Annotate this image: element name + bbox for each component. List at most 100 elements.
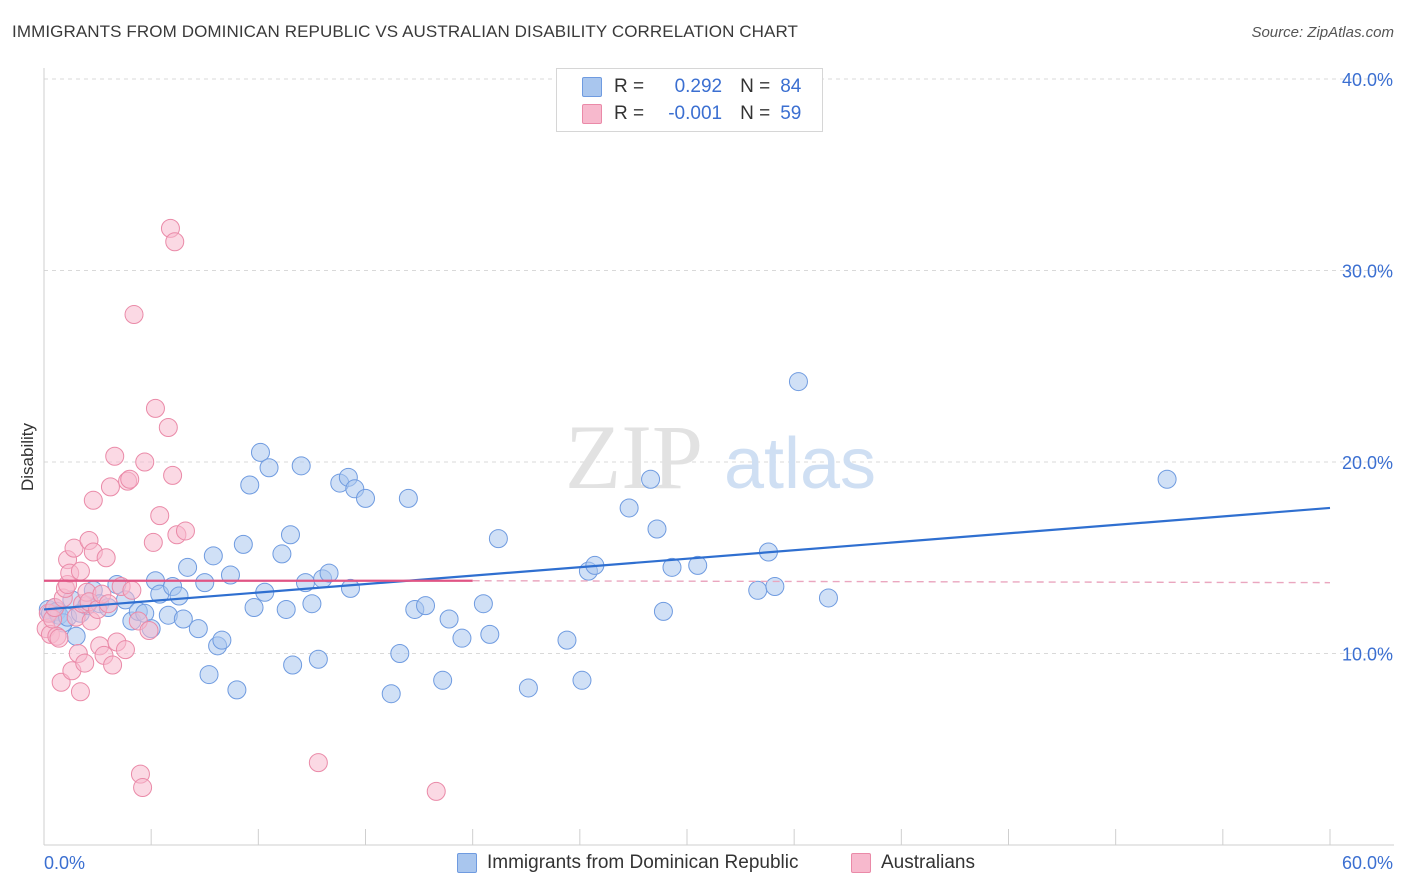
point-immigrants: [433, 670, 453, 690]
point-immigrants: [619, 498, 639, 518]
point-australians: [103, 655, 123, 675]
point-immigrants: [518, 678, 538, 698]
y-tick-label: 30.0%: [1342, 262, 1393, 282]
y-tick-label: 20.0%: [1342, 453, 1393, 473]
n-value: 59: [780, 103, 802, 124]
point-australians: [145, 398, 165, 418]
point-immigrants: [291, 456, 311, 476]
point-australians: [139, 621, 159, 641]
trend-lines: [43, 506, 1331, 611]
point-immigrants: [240, 475, 260, 495]
point-immigrants: [662, 557, 682, 577]
point-immigrants: [173, 609, 193, 629]
point-immigrants: [233, 534, 253, 554]
point-immigrants: [452, 628, 472, 648]
point-immigrants: [818, 588, 838, 608]
x-tick-label: 60.0%: [1342, 853, 1393, 873]
point-australians: [120, 469, 140, 489]
point-australians: [143, 532, 163, 552]
series-legend: Immigrants from Dominican Republic Austr…: [0, 852, 1406, 878]
chart-title: IMMIGRANTS FROM DOMINICAN REPUBLIC VS AU…: [12, 22, 799, 41]
point-australians: [163, 465, 183, 485]
point-immigrants: [340, 578, 360, 598]
y-tick-label: 40.0%: [1342, 70, 1393, 90]
legend-item-immigrants[interactable]: Immigrants from Dominican Republic: [457, 852, 799, 874]
point-immigrants: [169, 586, 189, 606]
point-immigrants: [212, 630, 232, 650]
legend-label: Immigrants from Dominican Republic: [487, 852, 799, 873]
point-immigrants: [1157, 469, 1177, 489]
point-immigrants: [416, 596, 436, 616]
trend-line-australians-extension: [472, 580, 1331, 584]
point-immigrants: [283, 655, 303, 675]
point-australians: [70, 682, 90, 702]
point-immigrants: [66, 626, 86, 646]
point-immigrants: [280, 525, 300, 545]
watermark-atlas: atlas: [724, 424, 876, 504]
point-australians: [175, 521, 195, 541]
point-australians: [158, 418, 178, 438]
point-immigrants: [203, 546, 223, 566]
point-immigrants: [398, 488, 418, 508]
point-immigrants: [259, 458, 279, 478]
point-australians: [75, 653, 95, 673]
n-label: N =: [740, 103, 771, 124]
point-immigrants: [390, 644, 410, 663]
point-australians: [115, 640, 135, 660]
stats-row-immigrants: R = 0.292 N = 84: [557, 74, 801, 100]
point-immigrants: [244, 598, 264, 618]
point-immigrants: [557, 630, 577, 650]
point-immigrants: [647, 519, 667, 539]
point-australians: [165, 232, 185, 252]
point-immigrants: [653, 601, 673, 621]
legend-swatch-pink: [851, 853, 871, 873]
point-immigrants: [641, 469, 661, 489]
x-tick-label: 0.0%: [44, 853, 85, 873]
r-value: -0.001: [668, 103, 723, 124]
grid-lines: [44, 78, 1394, 654]
point-immigrants: [788, 372, 808, 392]
stats-swatch-blue: [582, 77, 602, 97]
stats-swatch-pink: [582, 104, 602, 124]
point-australians: [100, 477, 120, 497]
point-australians: [133, 778, 153, 798]
point-australians: [105, 446, 125, 466]
point-immigrants: [220, 565, 240, 585]
point-immigrants: [765, 576, 785, 596]
n-label: N =: [740, 76, 771, 97]
r-label: R =: [614, 103, 645, 124]
point-immigrants: [178, 557, 198, 577]
point-immigrants: [250, 442, 270, 462]
point-immigrants: [480, 624, 500, 644]
trend-line-immigrants: [43, 506, 1331, 611]
point-australians: [70, 561, 90, 581]
point-immigrants: [688, 555, 708, 575]
point-immigrants: [748, 580, 768, 600]
legend-swatch-blue: [457, 853, 477, 873]
point-immigrants: [276, 599, 296, 619]
n-value: 84: [780, 76, 802, 97]
point-immigrants: [302, 594, 322, 614]
point-australians: [308, 753, 328, 773]
point-australians: [150, 506, 170, 526]
data-points: [36, 218, 1177, 801]
point-immigrants: [439, 609, 459, 629]
point-australians: [64, 538, 84, 558]
r-label: R =: [614, 76, 645, 97]
watermark: ZIP atlas: [565, 406, 876, 508]
source-credit: Source: ZipAtlas.com: [1251, 24, 1394, 41]
point-immigrants: [381, 684, 401, 704]
stats-legend: R = 0.292 N = 84 R = -0.001 N = 59: [556, 68, 823, 132]
point-immigrants: [272, 544, 292, 564]
point-australians: [83, 490, 103, 510]
r-value: 0.292: [674, 76, 723, 97]
axes: [43, 68, 1394, 846]
point-australians: [426, 781, 446, 801]
y-tick-label: 10.0%: [1342, 645, 1393, 665]
point-immigrants: [199, 665, 219, 685]
legend-item-australians[interactable]: Australians: [851, 852, 975, 874]
point-immigrants: [473, 594, 493, 614]
point-immigrants: [195, 573, 215, 593]
point-australians: [124, 305, 144, 325]
